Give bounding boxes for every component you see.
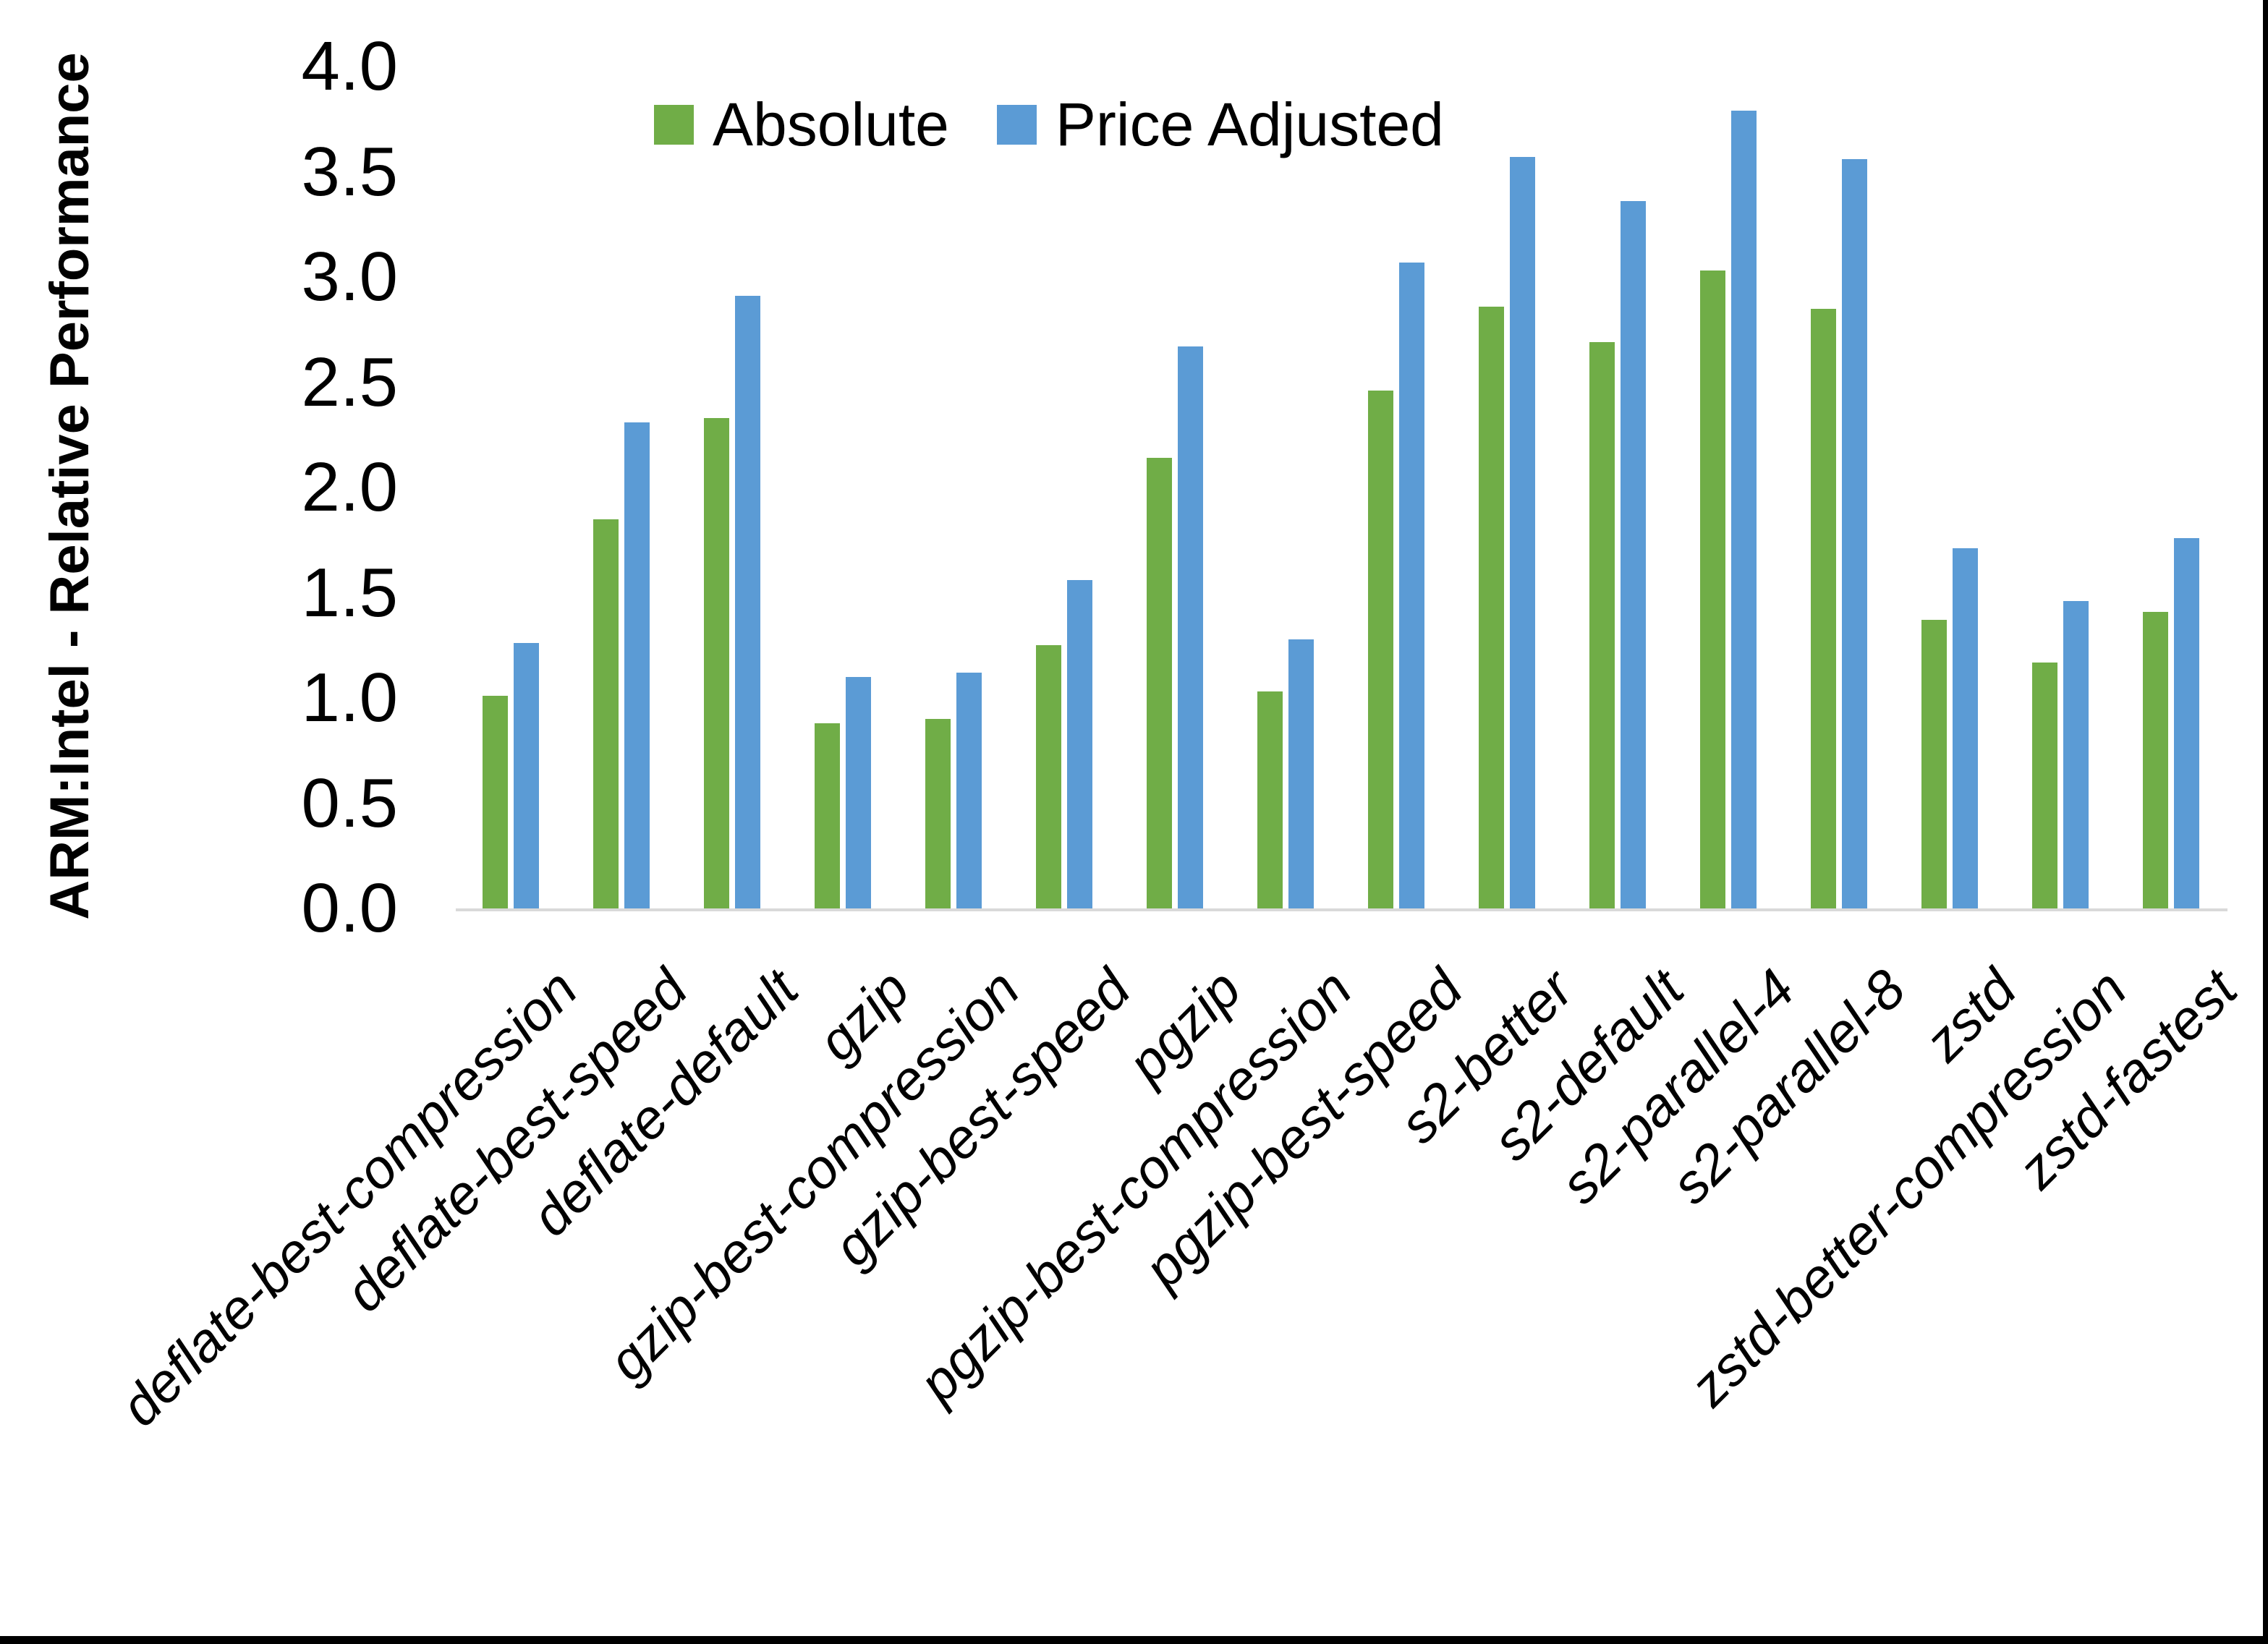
y-tick-label-1.0: 1.0 bbox=[301, 659, 398, 736]
bar-absolute-zstd-fastest bbox=[2143, 612, 2168, 908]
bar-absolute-zstd bbox=[1921, 620, 1947, 908]
bar-absolute-pgzip bbox=[1147, 458, 1172, 908]
bar-absolute-deflate-default bbox=[704, 418, 729, 908]
bar-price-adjusted-s2-default bbox=[1621, 201, 1646, 908]
x-axis-line bbox=[456, 908, 2227, 911]
bar-price-adjusted-deflate-best-compression bbox=[514, 643, 539, 908]
y-tick-label-2.0: 2.0 bbox=[301, 448, 398, 526]
right-border bbox=[2263, 0, 2268, 1644]
y-axis-title: ARM:Intel - Relative Performance bbox=[39, 52, 101, 920]
bar-price-adjusted-pgzip bbox=[1178, 346, 1203, 908]
legend-label-price-adjusted: Price Adjusted bbox=[1055, 90, 1444, 158]
bar-price-adjusted-deflate-default bbox=[735, 296, 760, 908]
bar-absolute-s2-better bbox=[1479, 307, 1504, 908]
legend-swatch-absolute bbox=[654, 105, 694, 145]
bar-absolute-pgzip-best-compression bbox=[1257, 691, 1283, 908]
bar-price-adjusted-s2-better bbox=[1510, 157, 1535, 908]
y-tick-label-2.5: 2.5 bbox=[301, 343, 398, 421]
bar-absolute-gzip-best-speed bbox=[1036, 645, 1061, 908]
bottom-border bbox=[0, 1636, 2268, 1644]
bar-absolute-zstd-better-compression bbox=[2032, 663, 2057, 908]
y-tick-label-0.5: 0.5 bbox=[301, 764, 398, 842]
bar-absolute-deflate-best-speed bbox=[593, 519, 619, 908]
bar-absolute-deflate-best-compression bbox=[483, 696, 508, 908]
legend-swatch-price-adjusted bbox=[996, 105, 1037, 145]
bar-absolute-gzip-best-compression bbox=[925, 719, 951, 908]
bar-price-adjusted-gzip bbox=[846, 677, 871, 908]
bar-price-adjusted-gzip-best-speed bbox=[1067, 580, 1092, 908]
bar-price-adjusted-pgzip-best-speed bbox=[1399, 263, 1424, 908]
bar-absolute-gzip bbox=[815, 723, 840, 908]
bar-price-adjusted-zstd bbox=[1953, 548, 1978, 908]
y-tick-label-3.0: 3.0 bbox=[301, 238, 398, 315]
bar-absolute-s2-parallel-4 bbox=[1700, 271, 1725, 908]
y-tick-label-0.0: 0.0 bbox=[301, 869, 398, 947]
legend: Absolute Price Adjusted bbox=[654, 90, 1444, 160]
bar-absolute-s2-default bbox=[1589, 342, 1615, 908]
y-tick-label-4.0: 4.0 bbox=[301, 27, 398, 105]
bar-price-adjusted-gzip-best-compression bbox=[956, 673, 982, 908]
bar-price-adjusted-pgzip-best-compression bbox=[1288, 639, 1314, 908]
bar-price-adjusted-s2-parallel-4 bbox=[1731, 111, 1757, 908]
bar-price-adjusted-s2-parallel-8 bbox=[1842, 159, 1867, 908]
bar-absolute-s2-parallel-8 bbox=[1811, 309, 1836, 908]
bar-price-adjusted-zstd-better-compression bbox=[2063, 601, 2089, 908]
x-label-deflate-best-compression: deflate-best-compression bbox=[109, 958, 589, 1439]
y-tick-label-1.5: 1.5 bbox=[301, 553, 398, 631]
bar-price-adjusted-zstd-fastest bbox=[2174, 538, 2199, 908]
legend-label-absolute: Absolute bbox=[713, 90, 949, 158]
bar-absolute-pgzip-best-speed bbox=[1368, 391, 1393, 908]
bar-price-adjusted-deflate-best-speed bbox=[624, 422, 650, 908]
y-tick-label-3.5: 3.5 bbox=[301, 132, 398, 210]
